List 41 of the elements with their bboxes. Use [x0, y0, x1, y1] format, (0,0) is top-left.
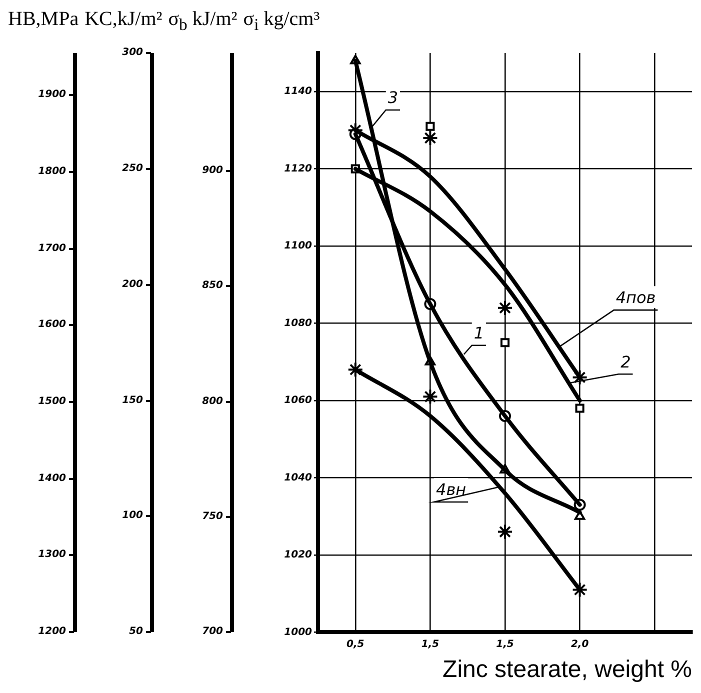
- text: 1300: [37, 549, 66, 562]
- text: 1600: [37, 319, 66, 332]
- text: 800: [201, 396, 223, 408]
- x-tick-label: 1,5: [421, 638, 440, 650]
- text: 2: [620, 352, 631, 372]
- y-tick-label: 1120: [284, 163, 312, 174]
- x-axis-title: Zinc stearate, weight %: [442, 656, 692, 684]
- text: 4пов: [616, 288, 656, 308]
- text: σ$_{b}$ kJ/m²: [168, 8, 238, 34]
- text: 150: [121, 394, 143, 407]
- x-tick-label: 0,5: [346, 638, 364, 650]
- text: 1500: [37, 396, 66, 408]
- y-tick-label: 1100: [284, 240, 312, 252]
- series-label: 4вн: [436, 480, 466, 500]
- text: 200: [121, 278, 143, 291]
- text: 1800: [37, 166, 66, 178]
- x-tick-label: 2,0: [570, 638, 589, 650]
- text: 1400: [37, 472, 66, 485]
- series-label: 3: [388, 88, 398, 108]
- text: 750: [201, 510, 223, 523]
- text: 1700: [37, 242, 66, 255]
- series-label: 1: [474, 324, 484, 343]
- text: 250: [121, 162, 143, 175]
- text: 100: [121, 510, 143, 522]
- y-axis-title: σ$_{i}$ kg/cm³: [243, 8, 320, 34]
- text: 50: [128, 626, 143, 638]
- text: 700: [201, 626, 223, 638]
- y-tick-label: 1140: [284, 86, 312, 98]
- text: 850: [201, 280, 223, 292]
- text: 900: [201, 165, 223, 178]
- y-tick-label: 1040: [284, 472, 312, 484]
- x-tick-label: 1,5: [496, 638, 514, 650]
- text: HB,MPa: [8, 8, 79, 30]
- y-tick-label: 1060: [284, 395, 312, 406]
- y-tick-label: 1000: [284, 626, 312, 638]
- text: KC,kJ/m²: [84, 8, 162, 30]
- y-tick-label: 1080: [284, 318, 312, 329]
- y-tick-label: 1020: [284, 550, 312, 561]
- text: 1900: [37, 89, 66, 102]
- text: 1200: [37, 626, 66, 638]
- text: 300: [121, 47, 143, 59]
